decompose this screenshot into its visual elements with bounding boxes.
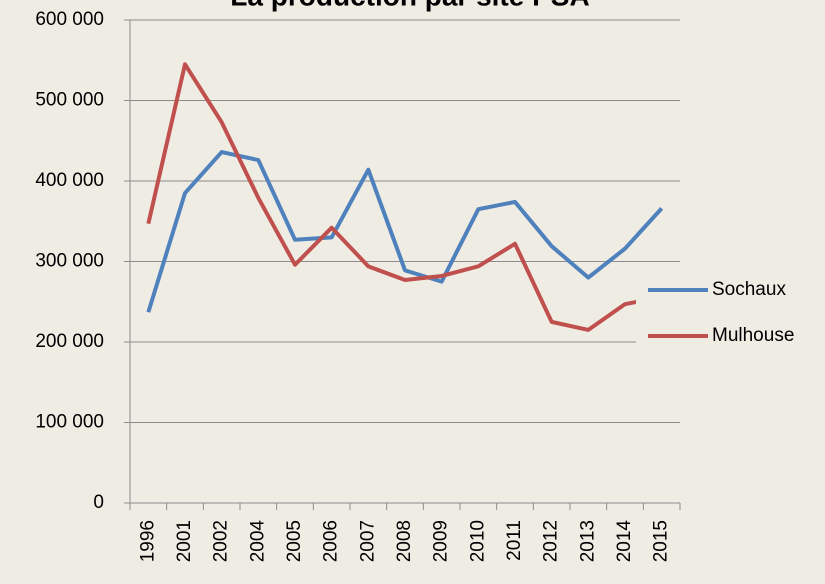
chart-title: La production par site PSA [230,0,589,11]
legend-label: Mulhouse [712,325,794,346]
x-tick-label: 2014 [614,520,635,563]
x-tick-label: 2013 [577,520,598,562]
x-tick-label: 2015 [651,520,672,562]
y-tick-label: 100 000 [35,412,104,433]
legend-label: Sochaux [712,279,786,300]
y-tick-label: 600 000 [35,9,104,30]
y-tick-label: 200 000 [35,331,104,352]
x-tick-label: 2009 [431,520,452,562]
y-tick-label: 500 000 [35,90,104,111]
x-tick-label: 2011 [504,520,525,561]
x-tick-label: 2010 [467,520,488,562]
x-tick-label: 2008 [394,520,415,562]
x-tick-label: 2002 [211,520,232,562]
x-tick-label: 2006 [321,520,342,562]
series-line [146,62,663,332]
x-tick-label: 2012 [541,520,562,562]
x-tick-label: 2007 [357,520,378,562]
y-tick-label: 0 [93,492,104,513]
x-tick-label: 2004 [247,520,268,563]
x-tick-label: 2005 [284,520,305,562]
series-line [146,150,664,313]
x-tick-label: 2001 [174,520,195,562]
x-tick-label: 1996 [137,520,158,562]
y-tick-label: 400 000 [35,170,104,191]
y-tick-label: 300 000 [35,251,104,272]
